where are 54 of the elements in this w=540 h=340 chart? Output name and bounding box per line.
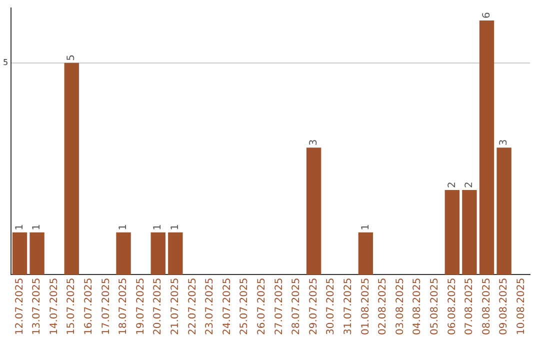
x-tick-label: 18.07.2025	[118, 278, 130, 336]
x-tick-label: 30.07.2025	[326, 278, 337, 336]
x-tick-label: 06.08.2025	[446, 278, 458, 336]
data-label: 6	[481, 12, 492, 19]
x-tick-label: 31.07.2025	[342, 278, 354, 336]
x-tick-label: 04.08.2025	[412, 278, 424, 336]
x-tick-label: 09.08.2025	[498, 278, 510, 336]
data-label: 3	[498, 139, 510, 146]
bar	[168, 232, 183, 275]
x-tick-label: 03.08.2025	[394, 278, 406, 336]
x-tick-label: 27.07.2025	[274, 278, 285, 336]
bar	[358, 232, 374, 275]
x-tick-label: 13.07.2025	[32, 278, 43, 336]
data-label: 1	[170, 224, 182, 230]
x-tick-label: 24.07.2025	[222, 278, 233, 336]
x-tick-label: 16.07.2025	[84, 278, 95, 336]
bar	[30, 232, 44, 275]
x-tick-label: 28.07.2025	[291, 278, 302, 336]
data-label: 2	[464, 182, 476, 188]
x-tick-label: 15.07.2025	[66, 278, 78, 336]
bar	[64, 62, 79, 275]
data-label: 1	[118, 224, 130, 230]
data-label: 1	[32, 224, 43, 230]
bar	[479, 20, 494, 275]
data-label: 5	[66, 54, 78, 61]
x-tick-label: 19.07.2025	[135, 278, 146, 336]
x-tick-label: 26.07.2025	[256, 278, 268, 336]
data-label: 1	[14, 224, 26, 230]
x-tick-label: 14.07.2025	[48, 278, 60, 336]
x-tick-label: 22.07.2025	[187, 278, 198, 336]
x-tick-label: 08.08.2025	[481, 278, 492, 336]
data-label: 3	[308, 139, 320, 146]
x-tick-label: 05.08.2025	[429, 278, 440, 336]
x-tick-label: 23.07.2025	[204, 278, 216, 336]
x-tick-label: 29.07.2025	[308, 278, 320, 336]
data-label: 2	[446, 182, 458, 188]
bar	[462, 190, 477, 275]
x-tick-label: 02.08.2025	[378, 278, 389, 336]
data-label: 1	[152, 224, 164, 230]
bar	[150, 232, 166, 275]
bar	[116, 232, 131, 275]
bar	[306, 148, 322, 275]
x-tick-label: 25.07.2025	[239, 278, 250, 336]
x-tick-label: 07.08.2025	[464, 278, 476, 336]
bar	[12, 232, 28, 275]
x-tick-label: 01.08.2025	[360, 278, 372, 336]
x-tick-label: 17.07.2025	[100, 278, 112, 336]
data-label: 1	[360, 224, 372, 230]
x-tick-label: 20.07.2025	[152, 278, 164, 336]
bar	[496, 148, 512, 275]
x-tick-label: 21.07.2025	[170, 278, 182, 336]
x-tick-label: 12.07.2025	[14, 278, 26, 336]
bar	[444, 190, 460, 275]
x-tick-label: 10.08.2025	[516, 278, 527, 336]
